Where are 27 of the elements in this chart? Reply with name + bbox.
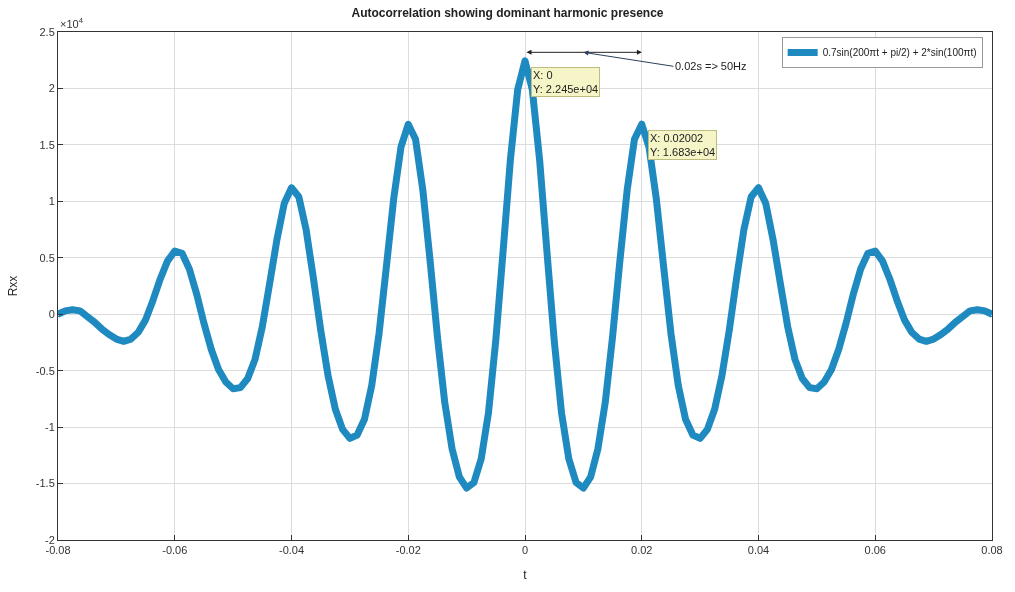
x-tick-label: 0 (521, 544, 529, 557)
y-tick-label: 1.5 (39, 138, 55, 151)
y-tick-label: 1 (48, 195, 55, 208)
annotation: X: 0 Y: 2.245e+04 (533, 69, 599, 96)
x-tick-label: 0.02 (631, 544, 653, 557)
y-tick-label: 2.5 (39, 25, 55, 38)
text: ×10$^{4}$ (60, 16, 84, 30)
chart-title: Autocorrelation showing dominant harmonic presence (351, 6, 664, 21)
y-tick-label: 0.5 (39, 251, 55, 264)
y-tick-label: 0 (48, 308, 55, 321)
legend-label: 0.7sin(200πt + pi/2) + 2*sin(100πt) (822, 47, 977, 59)
annotation: 0.02s => 50Hz (675, 60, 747, 72)
x-tick-label: -0.04 (278, 544, 305, 557)
x-tick-label: -0.06 (162, 544, 188, 557)
y-tick-label: -1 (45, 420, 55, 433)
x-tick-label: 0.04 (747, 544, 770, 557)
x-tick-label: -0.02 (395, 544, 421, 557)
y-tick-label: 2 (48, 82, 55, 95)
x-axis-title: t (523, 568, 528, 583)
y-tick-label: -0.5 (35, 364, 55, 377)
y-axis-title: Rxx (6, 275, 21, 297)
x-tick-label: 0.08 (981, 544, 1003, 557)
y-tick-label: -1.5 (35, 477, 55, 490)
annotation: X: 0.02002 Y: 1.683e+04 (650, 132, 716, 159)
x-tick-label: -0.08 (45, 544, 71, 557)
x-tick-label: 0.06 (864, 544, 886, 557)
y-tick-label: -2 (45, 533, 55, 546)
